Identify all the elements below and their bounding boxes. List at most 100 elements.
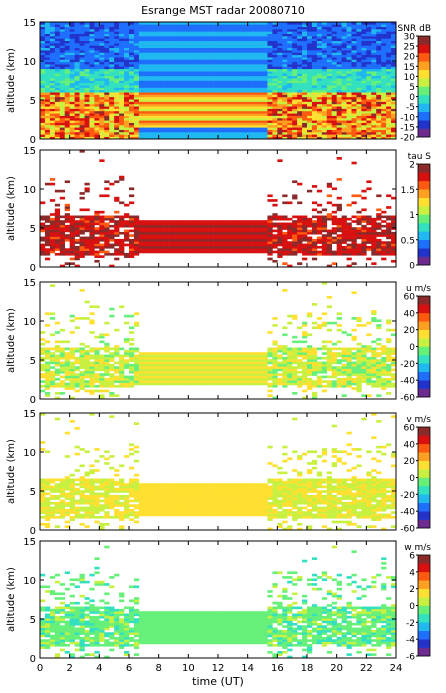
heatmap-cell bbox=[114, 117, 120, 121]
heatmap-cell bbox=[143, 64, 150, 67]
heatmap-cell bbox=[331, 129, 337, 133]
heatmap-cell bbox=[163, 50, 169, 53]
heatmap-cell bbox=[173, 24, 179, 27]
heatmap-cell bbox=[331, 108, 337, 112]
heatmap-cell bbox=[99, 82, 105, 86]
heatmap-cell bbox=[232, 245, 239, 249]
heatmap-cell bbox=[49, 61, 56, 65]
y-tick-label: 15 bbox=[23, 18, 36, 29]
heatmap-cell bbox=[267, 217, 273, 221]
heatmap-cell bbox=[168, 29, 174, 32]
heatmap-cell bbox=[59, 45, 66, 49]
heatmap-cell bbox=[237, 122, 244, 126]
heatmap-cell bbox=[391, 196, 397, 200]
heatmap-cell bbox=[376, 24, 382, 27]
heatmap-cell bbox=[49, 122, 56, 126]
heatmap-cell bbox=[232, 117, 239, 121]
heatmap-cell bbox=[391, 122, 397, 126]
heatmap-cell bbox=[292, 117, 298, 121]
heatmap-cell bbox=[218, 29, 224, 32]
heatmap-cell bbox=[40, 92, 46, 95]
heatmap-cell bbox=[173, 89, 179, 93]
heatmap-cell bbox=[218, 94, 224, 98]
heatmap-cell bbox=[213, 36, 219, 39]
heatmap-cell bbox=[119, 26, 125, 30]
heatmap-cell bbox=[64, 73, 70, 77]
heatmap-cell bbox=[267, 101, 273, 105]
heatmap-cell bbox=[232, 40, 239, 44]
heatmap-cell bbox=[361, 78, 367, 81]
heatmap-cell bbox=[133, 115, 140, 119]
heatmap-cell bbox=[153, 68, 159, 72]
heatmap-cell bbox=[89, 61, 95, 65]
heatmap-cell bbox=[74, 127, 80, 130]
heatmap-cell bbox=[321, 117, 328, 121]
heatmap-cell bbox=[257, 136, 263, 140]
heatmap-cell bbox=[222, 103, 229, 107]
heatmap-cell bbox=[227, 103, 234, 107]
heatmap-cell bbox=[64, 227, 70, 230]
heatmap-cell bbox=[208, 33, 214, 37]
heatmap-cell bbox=[49, 71, 56, 74]
heatmap-cell bbox=[69, 227, 75, 230]
heatmap-cell bbox=[178, 75, 184, 79]
heatmap-cell bbox=[54, 321, 61, 325]
heatmap-cell bbox=[272, 73, 278, 77]
heatmap-cell bbox=[331, 134, 337, 137]
heatmap-cell bbox=[69, 85, 75, 88]
heatmap-cell bbox=[178, 57, 184, 60]
heatmap-cell bbox=[227, 236, 234, 240]
y-tick-label: 5 bbox=[30, 96, 36, 107]
heatmap-cell bbox=[297, 92, 303, 95]
heatmap-cell bbox=[94, 71, 100, 74]
heatmap-cell bbox=[307, 248, 313, 251]
heatmap-cell bbox=[292, 68, 298, 72]
heatmap-cell bbox=[257, 238, 263, 242]
heatmap-cell bbox=[44, 87, 51, 91]
heatmap-cell bbox=[213, 57, 219, 60]
heatmap-cell bbox=[277, 236, 283, 240]
heatmap-cell bbox=[351, 54, 357, 58]
heatmap-cell bbox=[361, 250, 367, 254]
heatmap-cell bbox=[386, 75, 392, 79]
heatmap-cell bbox=[361, 236, 367, 240]
heatmap-cell bbox=[267, 61, 273, 65]
heatmap-cell bbox=[316, 250, 323, 254]
heatmap-cell bbox=[227, 78, 234, 81]
heatmap-cell bbox=[203, 59, 209, 63]
heatmap-cell bbox=[247, 52, 253, 56]
heatmap-cell bbox=[351, 22, 357, 25]
heatmap-cell bbox=[193, 66, 199, 70]
heatmap-cell bbox=[129, 57, 135, 60]
heatmap-cell bbox=[227, 227, 234, 230]
heatmap-cell bbox=[316, 24, 323, 27]
heatmap-cell bbox=[341, 108, 347, 112]
heatmap-cell bbox=[84, 189, 90, 193]
heatmap-cell bbox=[178, 250, 184, 254]
heatmap-cell bbox=[351, 59, 357, 63]
heatmap-cell bbox=[356, 210, 362, 214]
heatmap-cell bbox=[40, 250, 46, 254]
heatmap-cell bbox=[183, 40, 189, 44]
heatmap-cell bbox=[262, 89, 268, 93]
heatmap-cell bbox=[178, 222, 184, 226]
heatmap-cell bbox=[178, 22, 184, 25]
heatmap-cell bbox=[242, 115, 248, 119]
heatmap-cell bbox=[326, 248, 333, 251]
heatmap-cell bbox=[272, 85, 278, 88]
heatmap-cell bbox=[69, 64, 75, 67]
heatmap-cell bbox=[361, 31, 367, 34]
heatmap-cell bbox=[326, 96, 333, 100]
heatmap-cell bbox=[272, 115, 278, 119]
heatmap-cell bbox=[158, 40, 164, 44]
heatmap-cell bbox=[287, 99, 293, 102]
heatmap-cell bbox=[193, 243, 199, 247]
heatmap-cell bbox=[89, 136, 95, 140]
heatmap-cell bbox=[173, 80, 179, 84]
heatmap-cell bbox=[188, 71, 194, 74]
heatmap-cell bbox=[158, 57, 164, 60]
heatmap-cell bbox=[69, 31, 75, 34]
heatmap-cell bbox=[336, 227, 342, 230]
heatmap-cell bbox=[321, 99, 328, 102]
heatmap-cell bbox=[287, 47, 293, 51]
